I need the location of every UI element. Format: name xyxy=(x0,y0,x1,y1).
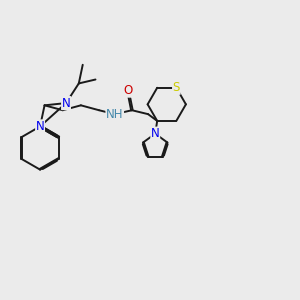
Text: O: O xyxy=(123,84,133,97)
Text: NH: NH xyxy=(106,108,124,121)
Text: N: N xyxy=(151,127,160,140)
Text: N: N xyxy=(36,120,44,133)
Text: S: S xyxy=(172,81,180,94)
Text: N: N xyxy=(62,97,70,110)
